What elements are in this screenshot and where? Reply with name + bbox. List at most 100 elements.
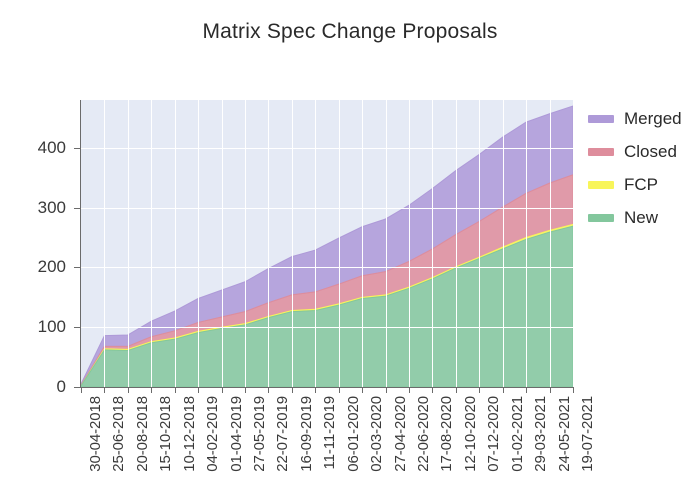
chart-legend: Merged Closed FCP New	[588, 106, 700, 238]
y-axis-tick-label: 100	[37, 317, 66, 337]
legend-swatch-icon	[588, 181, 614, 189]
legend-item-fcp[interactable]: FCP	[588, 172, 700, 198]
x-axis-tick-label: 12-10-2020	[461, 396, 479, 472]
gridline-vertical	[104, 100, 106, 387]
y-axis-tick	[74, 147, 80, 149]
x-axis-tick-label: 25-06-2018	[110, 396, 128, 472]
x-axis-tick-label: 04-02-2019	[204, 396, 222, 472]
x-axis-tick	[151, 387, 153, 393]
gridline-horizontal	[81, 207, 573, 209]
gridline-vertical	[455, 100, 457, 387]
x-axis-tick-label: 17-08-2020	[438, 396, 456, 472]
x-axis-tick	[502, 387, 504, 393]
legend-label: FCP	[624, 175, 658, 194]
x-axis-tick	[81, 387, 82, 393]
gridline-vertical	[432, 100, 434, 387]
plot-area	[81, 100, 573, 387]
gridline-vertical	[338, 100, 340, 387]
x-axis-tick	[291, 387, 293, 393]
x-axis-tick-label: 27-05-2019	[251, 396, 268, 472]
legend-label: New	[624, 208, 659, 227]
gridline-vertical	[127, 100, 129, 387]
x-axis-tick	[198, 387, 200, 393]
x-axis-tick-label: 30-04-2018	[87, 396, 104, 472]
x-axis-tick-label: 01-04-2019	[227, 396, 245, 472]
gridline-vertical	[409, 100, 410, 387]
gridline-vertical	[526, 100, 528, 387]
gridline-vertical	[362, 100, 364, 387]
x-axis-tick-label: 02-03-2020	[368, 396, 386, 472]
gridline-vertical	[479, 100, 481, 387]
x-axis-tick-label: 07-12-2020	[485, 396, 503, 472]
x-axis-tick-label: 01-02-2021	[508, 396, 526, 472]
x-axis-tick	[573, 387, 574, 393]
y-axis-line	[80, 100, 81, 388]
x-axis-tick-label: 06-01-2020	[344, 396, 362, 472]
x-axis-tick-label: 24-05-2021	[555, 396, 573, 472]
x-axis-tick-label: 27-04-2020	[391, 396, 409, 472]
x-axis-tick-label: 16-09-2019	[297, 396, 315, 472]
gridline-horizontal	[81, 147, 573, 149]
area-series-new	[81, 225, 573, 387]
gridline-vertical	[245, 100, 246, 387]
legend-swatch-icon	[588, 148, 614, 156]
gridline-horizontal	[81, 267, 573, 269]
stacked-area-series	[81, 105, 573, 387]
gridline-vertical	[315, 100, 317, 387]
x-axis-tick	[174, 387, 176, 393]
gridline-vertical	[151, 100, 153, 387]
y-axis-labels: 0 100 200 300 400	[0, 0, 74, 500]
x-axis-tick	[338, 387, 340, 393]
x-axis-tick-label: 22-06-2020	[415, 396, 432, 472]
x-axis-tick-label: 11-11-2019	[321, 396, 339, 470]
gridline-horizontal	[81, 327, 573, 329]
gridline-vertical	[268, 100, 270, 387]
x-axis-tick-label: 22-07-2019	[274, 396, 292, 472]
x-axis-line	[80, 387, 574, 388]
y-axis-tick-label: 400	[37, 137, 66, 157]
x-axis-tick-label: 10-12-2018	[180, 396, 198, 472]
y-axis-tick-label: 200	[37, 257, 66, 277]
legend-item-merged[interactable]: Merged	[588, 106, 700, 132]
legend-label: Merged	[624, 109, 682, 128]
y-axis-tick	[74, 207, 80, 209]
legend-swatch-icon	[588, 115, 614, 123]
gridline-vertical	[385, 100, 387, 387]
x-axis-tick	[104, 387, 106, 393]
y-axis-tick-label: 300	[37, 197, 66, 217]
x-axis-tick	[362, 387, 364, 393]
gridline-vertical	[549, 100, 551, 387]
x-axis-tick-label: 15-10-2018	[157, 396, 175, 472]
x-axis-tick	[526, 387, 528, 393]
y-axis-tick-label: 0	[56, 377, 66, 396]
y-axis-tick	[74, 327, 80, 329]
x-axis-tick	[455, 387, 457, 393]
x-axis-tick-label: 20-08-2018	[133, 396, 151, 472]
gridline-vertical	[174, 100, 176, 387]
x-axis-tick-label: 29-03-2021	[532, 396, 550, 472]
x-axis-tick	[245, 387, 246, 393]
legend-label: Closed	[624, 142, 677, 161]
gridline-vertical	[198, 100, 200, 387]
gridline-vertical	[502, 100, 504, 387]
x-axis-tick	[409, 387, 410, 393]
chart-title: Matrix Spec Change Proposals	[202, 20, 498, 43]
y-axis-tick	[74, 387, 80, 388]
x-axis-tick	[479, 387, 481, 393]
gridline-vertical	[291, 100, 293, 387]
x-axis-tick	[549, 387, 551, 393]
legend-swatch-icon	[588, 214, 614, 222]
y-axis-tick	[74, 267, 80, 269]
x-axis-tick	[385, 387, 387, 393]
legend-item-new[interactable]: New	[588, 205, 700, 231]
x-axis-tick-label: 19-07-2021	[579, 396, 596, 472]
x-axis-tick	[315, 387, 317, 393]
x-axis-tick	[127, 387, 129, 393]
gridline-vertical	[221, 100, 223, 387]
x-axis-tick	[268, 387, 270, 393]
x-axis-tick	[432, 387, 434, 393]
x-axis-tick	[221, 387, 223, 393]
legend-item-closed[interactable]: Closed	[588, 139, 700, 165]
